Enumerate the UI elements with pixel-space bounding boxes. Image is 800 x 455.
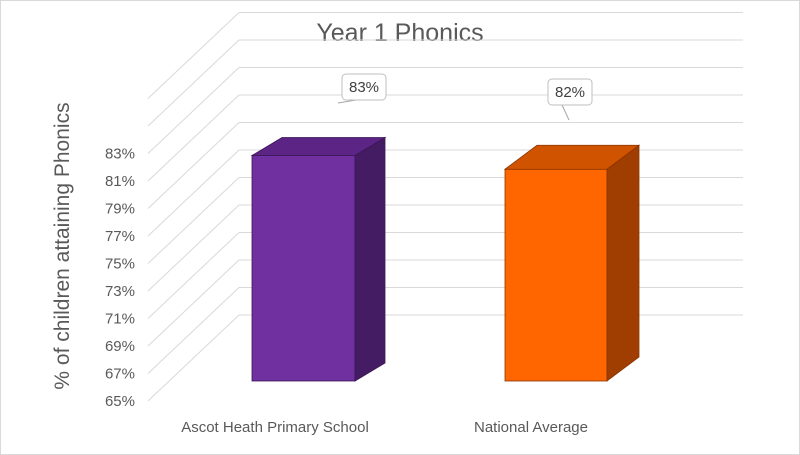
bar-top xyxy=(503,144,641,170)
gridline-diagonal xyxy=(147,149,240,237)
y-tick-label: 67% xyxy=(105,366,135,383)
y-tick-label: 69% xyxy=(105,338,135,355)
bar-front xyxy=(504,168,608,382)
bar-front xyxy=(251,155,356,382)
y-tick-label: 79% xyxy=(105,201,135,218)
bar-top xyxy=(250,137,387,156)
gridline-diagonal xyxy=(147,287,240,374)
y-tick-label: 83% xyxy=(105,146,135,163)
gridline-diagonal xyxy=(147,67,240,154)
x-category-label: Ascot Heath Primary School xyxy=(181,419,369,436)
gridline-diagonal xyxy=(147,259,240,347)
data-label-box xyxy=(547,78,593,106)
data-label: 83% xyxy=(349,79,379,96)
y-tick-label: 75% xyxy=(105,256,135,273)
data-label-leader xyxy=(561,104,570,121)
bar-side xyxy=(606,144,640,382)
gridline-diagonal xyxy=(147,122,240,209)
data-label-box xyxy=(341,73,387,101)
gridline-diagonal xyxy=(147,94,240,182)
chart-title: Year 1 Phonics xyxy=(316,19,484,47)
bar-side xyxy=(354,136,386,382)
gridline-diagonal xyxy=(147,177,240,264)
gridline-diagonal xyxy=(147,39,240,127)
data-label: 82% xyxy=(555,84,585,101)
y-tick-label: 71% xyxy=(105,311,135,328)
y-tick-label: 77% xyxy=(105,228,135,245)
y-tick-label: 81% xyxy=(105,173,135,190)
y-tick-label: 73% xyxy=(105,283,135,300)
gridline-diagonal xyxy=(147,204,240,292)
gridline-diagonal xyxy=(147,12,240,99)
gridline-diagonal xyxy=(147,232,240,319)
x-category-label: National Average xyxy=(474,419,588,436)
y-tick-label: 65% xyxy=(105,393,135,410)
gridline-diagonal xyxy=(147,314,240,402)
